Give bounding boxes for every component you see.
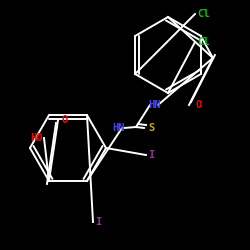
Text: Cl: Cl <box>197 37 209 47</box>
Text: HO: HO <box>30 133 42 143</box>
Text: S: S <box>148 123 154 133</box>
Text: O: O <box>62 115 68 125</box>
Text: HN: HN <box>148 100 160 110</box>
Text: I: I <box>95 217 101 227</box>
Text: Cl: Cl <box>197 9 209 19</box>
Text: O: O <box>195 100 201 110</box>
Text: I: I <box>148 150 154 160</box>
Text: HN: HN <box>112 123 124 133</box>
